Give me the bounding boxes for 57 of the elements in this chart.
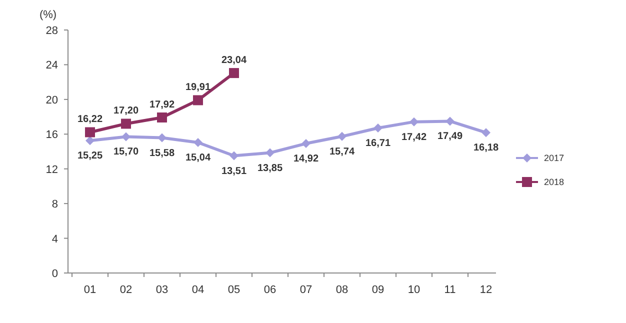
x-tick-label: 07 [300,284,312,296]
point [86,136,94,146]
y-tick-label: 4 [52,233,58,246]
point [85,127,95,138]
point [121,118,131,129]
legend-label: 2017 [544,153,564,163]
y-tick-label: 16 [46,129,58,142]
x-tick-label: 06 [264,284,276,296]
y-tick-label: 0 [52,268,58,280]
point [302,139,310,148]
point [410,117,418,126]
data-label: 17,92 [149,99,175,110]
x-tick-label: 03 [156,284,168,296]
data-label: 17,49 [437,131,463,142]
x-tick-label: 05 [228,284,240,296]
y-tick-label: 24 [46,60,58,72]
point [266,148,274,158]
point [193,95,203,106]
x-tick-label: 11 [444,284,456,296]
legend-label: 2018 [544,177,564,187]
data-label: 13,85 [257,162,283,174]
y-tick-label: 8 [52,198,58,211]
data-label: 13,51 [221,166,247,177]
data-label: 16,71 [365,138,391,149]
point [122,132,130,142]
x-tick-label: 01 [84,284,96,296]
data-label: 23,04 [221,55,247,66]
data-label: 16,18 [473,142,499,154]
data-label: 15,70 [113,146,139,158]
point [158,133,166,142]
data-label: 17,42 [401,132,427,143]
point [194,138,202,147]
data-label: 15,25 [77,150,103,162]
point [157,112,167,122]
point [446,116,454,126]
x-tick-label: 09 [372,284,384,296]
point [230,151,238,160]
data-label: 19,91 [185,82,211,94]
y-tick-label: 12 [46,164,58,176]
x-tick-label: 02 [120,284,132,296]
point [338,132,346,141]
y-tick-label: 28 [46,25,58,37]
point [482,128,490,138]
y-axis-title: (%) [39,9,57,21]
point [374,123,382,132]
data-label: 15,04 [185,152,211,164]
x-tick-label: 12 [480,284,492,296]
x-tick-label: 10 [408,284,420,296]
data-label: 17,20 [113,106,139,117]
x-tick-label: 04 [192,284,204,296]
data-label: 16,22 [77,114,103,126]
data-label: 15,58 [149,148,175,159]
data-label: 14,92 [293,154,319,165]
x-tick-label: 08 [336,284,348,296]
data-label: 15,74 [329,146,355,158]
y-tick-label: 20 [46,94,58,106]
point [229,68,239,78]
